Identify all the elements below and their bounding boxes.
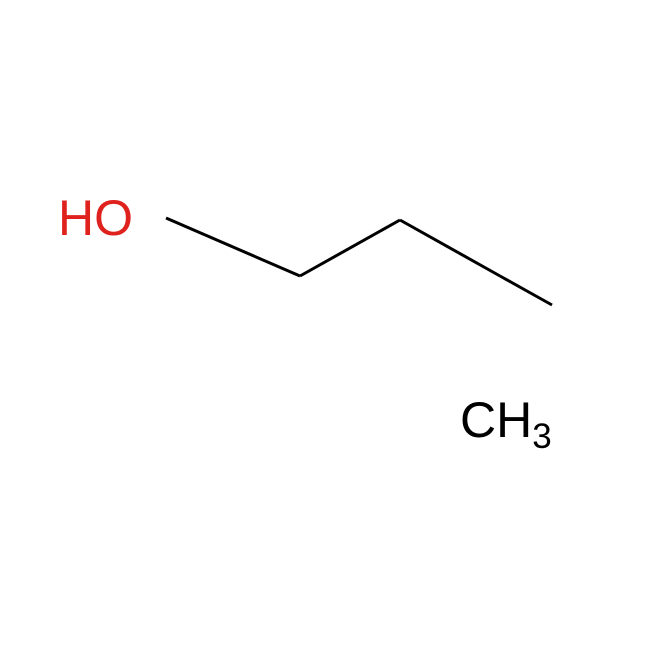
- bond-2: [300, 220, 400, 276]
- methyl-label: CH3: [460, 395, 552, 445]
- hydroxyl-label: HO: [58, 193, 133, 243]
- methyl-text-main: CH: [460, 392, 532, 448]
- hydroxyl-text: HO: [58, 190, 133, 246]
- bond-3: [400, 220, 500, 276]
- bond-4: [500, 276, 552, 305]
- molecule-canvas: [0, 0, 650, 650]
- bond-1: [166, 218, 300, 276]
- bonds-group: [166, 218, 552, 305]
- methyl-text-sub: 3: [532, 417, 551, 456]
